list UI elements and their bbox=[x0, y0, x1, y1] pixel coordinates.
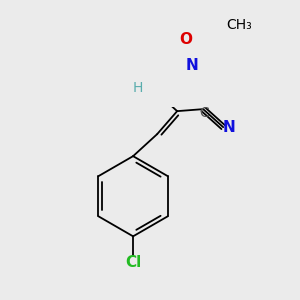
Text: Cl: Cl bbox=[125, 254, 141, 269]
Text: CH₃: CH₃ bbox=[226, 18, 252, 32]
Text: C: C bbox=[200, 106, 209, 120]
Text: N: N bbox=[223, 120, 235, 135]
Text: H: H bbox=[132, 81, 142, 95]
Text: O: O bbox=[179, 32, 192, 47]
Text: N: N bbox=[185, 58, 198, 73]
